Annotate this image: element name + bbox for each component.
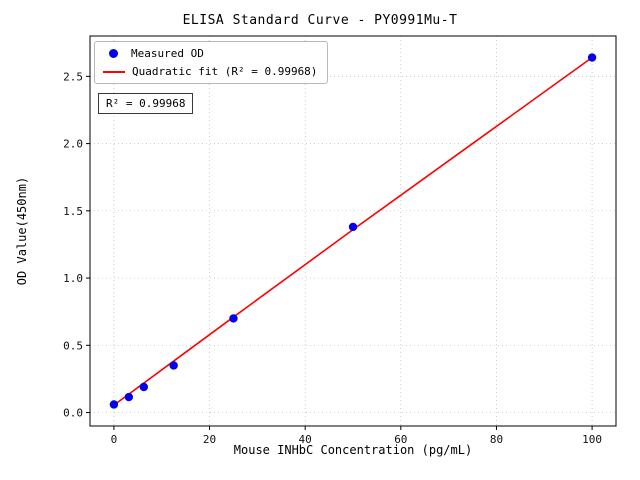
data-point — [139, 382, 148, 392]
legend: Measured OD Quadratic fit (R² = 0.99968) — [94, 41, 329, 84]
legend-item-quadratic-fit: Quadratic fit (R² = 0.99968) — [103, 65, 317, 78]
data-point — [124, 392, 134, 402]
legend-label-measured-od: Measured OD — [131, 47, 204, 60]
x-tick-label: 80 — [490, 433, 503, 446]
y-tick-label: 1.5 — [63, 205, 83, 218]
y-axis-label: OD Value(450nm) — [15, 176, 29, 286]
y-tick-label: 0.0 — [63, 407, 83, 420]
y-tick-label: 1.0 — [63, 272, 83, 285]
x-tick-label: 60 — [394, 433, 407, 446]
fit-line-marker-icon — [103, 70, 125, 73]
data-point — [109, 400, 119, 409]
x-tick-label: 40 — [299, 433, 312, 446]
r-squared-annotation: R² = 0.99968 — [98, 93, 194, 114]
chart-title: ELISA Standard Curve - PY0991Mu-T — [182, 13, 458, 28]
plot-border — [89, 35, 617, 427]
legend-label-quadratic-fit: Quadratic fit (R² = 0.99968) — [132, 65, 318, 78]
y-tick-label: 0.5 — [63, 339, 83, 352]
data-point — [587, 53, 597, 62]
x-tick-label: 20 — [203, 433, 216, 446]
y-tick-label: 2.5 — [63, 70, 83, 83]
data-point — [229, 314, 238, 323]
x-tick-label: 100 — [582, 433, 602, 446]
x-axis-label: Mouse INHbC Concentration (pg/mL) — [233, 443, 473, 457]
quadratic-fit-line — [113, 56, 593, 406]
data-point — [169, 361, 178, 370]
y-tick-label: 2.0 — [63, 138, 83, 151]
legend-item-measured-od: Measured OD — [103, 47, 317, 60]
measured-od-marker-icon — [109, 49, 118, 58]
data-point — [348, 222, 358, 232]
x-tick-label: 0 — [111, 433, 118, 446]
